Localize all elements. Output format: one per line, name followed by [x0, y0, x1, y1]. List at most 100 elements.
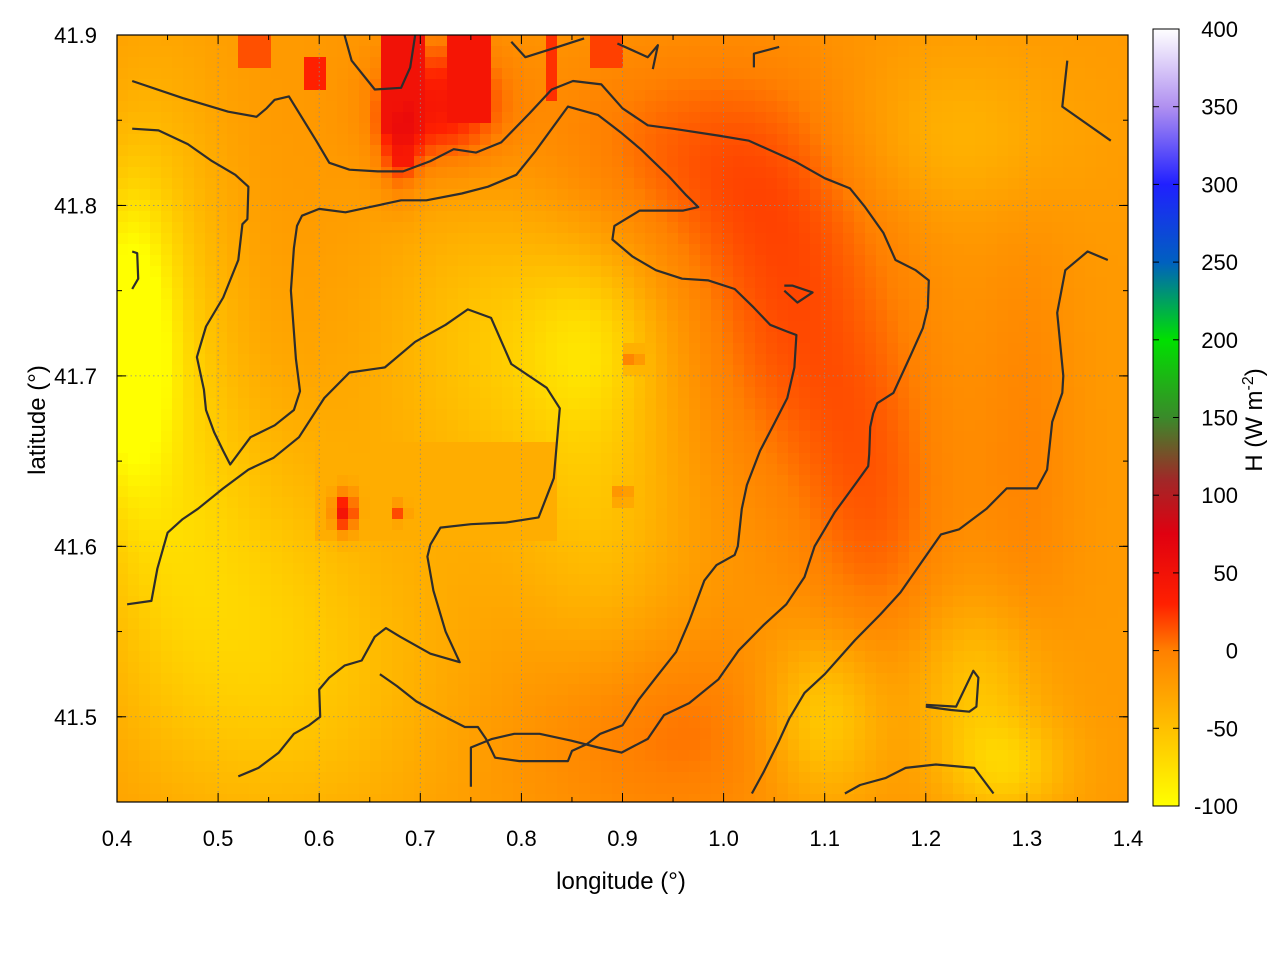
heatmap-cell [150, 442, 162, 454]
heatmap-cell [1041, 321, 1053, 333]
heatmap-cell [337, 123, 349, 135]
heatmap-cell [1019, 618, 1031, 630]
heatmap-cell [766, 398, 778, 410]
heatmap-cell [128, 310, 140, 322]
heatmap-cell [1052, 508, 1064, 520]
heatmap-cell [777, 453, 789, 465]
heatmap-cell [832, 442, 844, 454]
heatmap-cell [205, 244, 217, 256]
heatmap-cell [337, 189, 349, 201]
heatmap-cell [1019, 464, 1031, 476]
heatmap-cell [854, 178, 866, 190]
heatmap-cell [656, 277, 668, 289]
heatmap-cell [711, 68, 723, 80]
heatmap-cell [942, 178, 954, 190]
heatmap-cell [436, 255, 448, 267]
heatmap-cell [832, 189, 844, 201]
heatmap-cell [645, 497, 657, 509]
heatmap-cell [535, 299, 547, 311]
heatmap-cell [271, 607, 283, 619]
heatmap-cell [777, 310, 789, 322]
heatmap-cell [502, 200, 514, 212]
heatmap-cell [722, 486, 734, 498]
heatmap-cell [172, 585, 184, 597]
heatmap-cell [1118, 343, 1128, 355]
heatmap-cell [172, 101, 184, 113]
heatmap-cell [788, 167, 800, 179]
heatmap-cell [381, 497, 393, 509]
heatmap-cell [887, 376, 899, 388]
heatmap-cell [843, 420, 855, 432]
heatmap-cell [326, 211, 338, 223]
heatmap-cell [161, 233, 173, 245]
heatmap-cell [898, 35, 910, 47]
heatmap-cell [733, 486, 745, 498]
heatmap-cell [425, 211, 437, 223]
heatmap-cell [524, 79, 536, 91]
heatmap-cell [1019, 134, 1031, 146]
heatmap-cell [766, 266, 778, 278]
heatmap-cell [865, 79, 877, 91]
heatmap-cell [502, 464, 514, 476]
heatmap-cell [876, 420, 888, 432]
heatmap-cell [722, 112, 734, 124]
heatmap-cell [667, 90, 679, 102]
heatmap-cell [1096, 475, 1108, 487]
heatmap-cell [623, 420, 635, 432]
heatmap-cell [370, 376, 382, 388]
heatmap-cell [304, 574, 316, 586]
heatmap-cell [436, 123, 448, 135]
heatmap-cell [216, 431, 228, 443]
heatmap-cell [678, 288, 690, 300]
heatmap-cell [590, 409, 602, 421]
heatmap-cell [1008, 519, 1020, 531]
heatmap-cell [194, 486, 206, 498]
heatmap-cell [678, 321, 690, 333]
heatmap-cell [975, 57, 987, 69]
heatmap-cell [568, 442, 580, 454]
heatmap-cell [271, 497, 283, 509]
heatmap-cell [1041, 607, 1053, 619]
heatmap-cell [1107, 387, 1119, 399]
heatmap-cell [601, 409, 613, 421]
heatmap-cell [854, 299, 866, 311]
heatmap-cell [557, 607, 569, 619]
heatmap-cell [117, 530, 129, 542]
heatmap-cell [425, 398, 437, 410]
heatmap-cell [205, 79, 217, 91]
heatmap-cell [1096, 57, 1108, 69]
heatmap-cell [953, 343, 965, 355]
heatmap-cell [656, 618, 668, 630]
heatmap-cell [590, 200, 602, 212]
heatmap-cell [854, 519, 866, 531]
heatmap-cell [535, 277, 547, 289]
heatmap-cell [480, 57, 492, 69]
heatmap-cell [755, 376, 767, 388]
heatmap-cell [502, 233, 514, 245]
heatmap-cell [865, 464, 877, 476]
heatmap-cell [469, 68, 481, 80]
heatmap-cell [1041, 332, 1053, 344]
heatmap-cell [1085, 541, 1097, 553]
heatmap-cell [414, 134, 426, 146]
heatmap-cell [557, 112, 569, 124]
heatmap-cell [1052, 134, 1064, 146]
heatmap-cell [755, 244, 767, 256]
heatmap-cell [293, 288, 305, 300]
heatmap-cell [920, 596, 932, 608]
heatmap-cell [304, 530, 316, 542]
heatmap-cell [557, 332, 569, 344]
heatmap-cell [722, 57, 734, 69]
heatmap-cell [425, 189, 437, 201]
heatmap-cell [667, 266, 679, 278]
heatmap-cell [832, 365, 844, 377]
heatmap-cell [524, 46, 536, 58]
heatmap-cell [128, 299, 140, 311]
heatmap-cell [370, 211, 382, 223]
heatmap-cell [271, 90, 283, 102]
heatmap-cell [821, 464, 833, 476]
heatmap-cell [788, 530, 800, 542]
heatmap-cell [766, 387, 778, 399]
heatmap-cell [1063, 365, 1075, 377]
heatmap-cell [183, 200, 195, 212]
